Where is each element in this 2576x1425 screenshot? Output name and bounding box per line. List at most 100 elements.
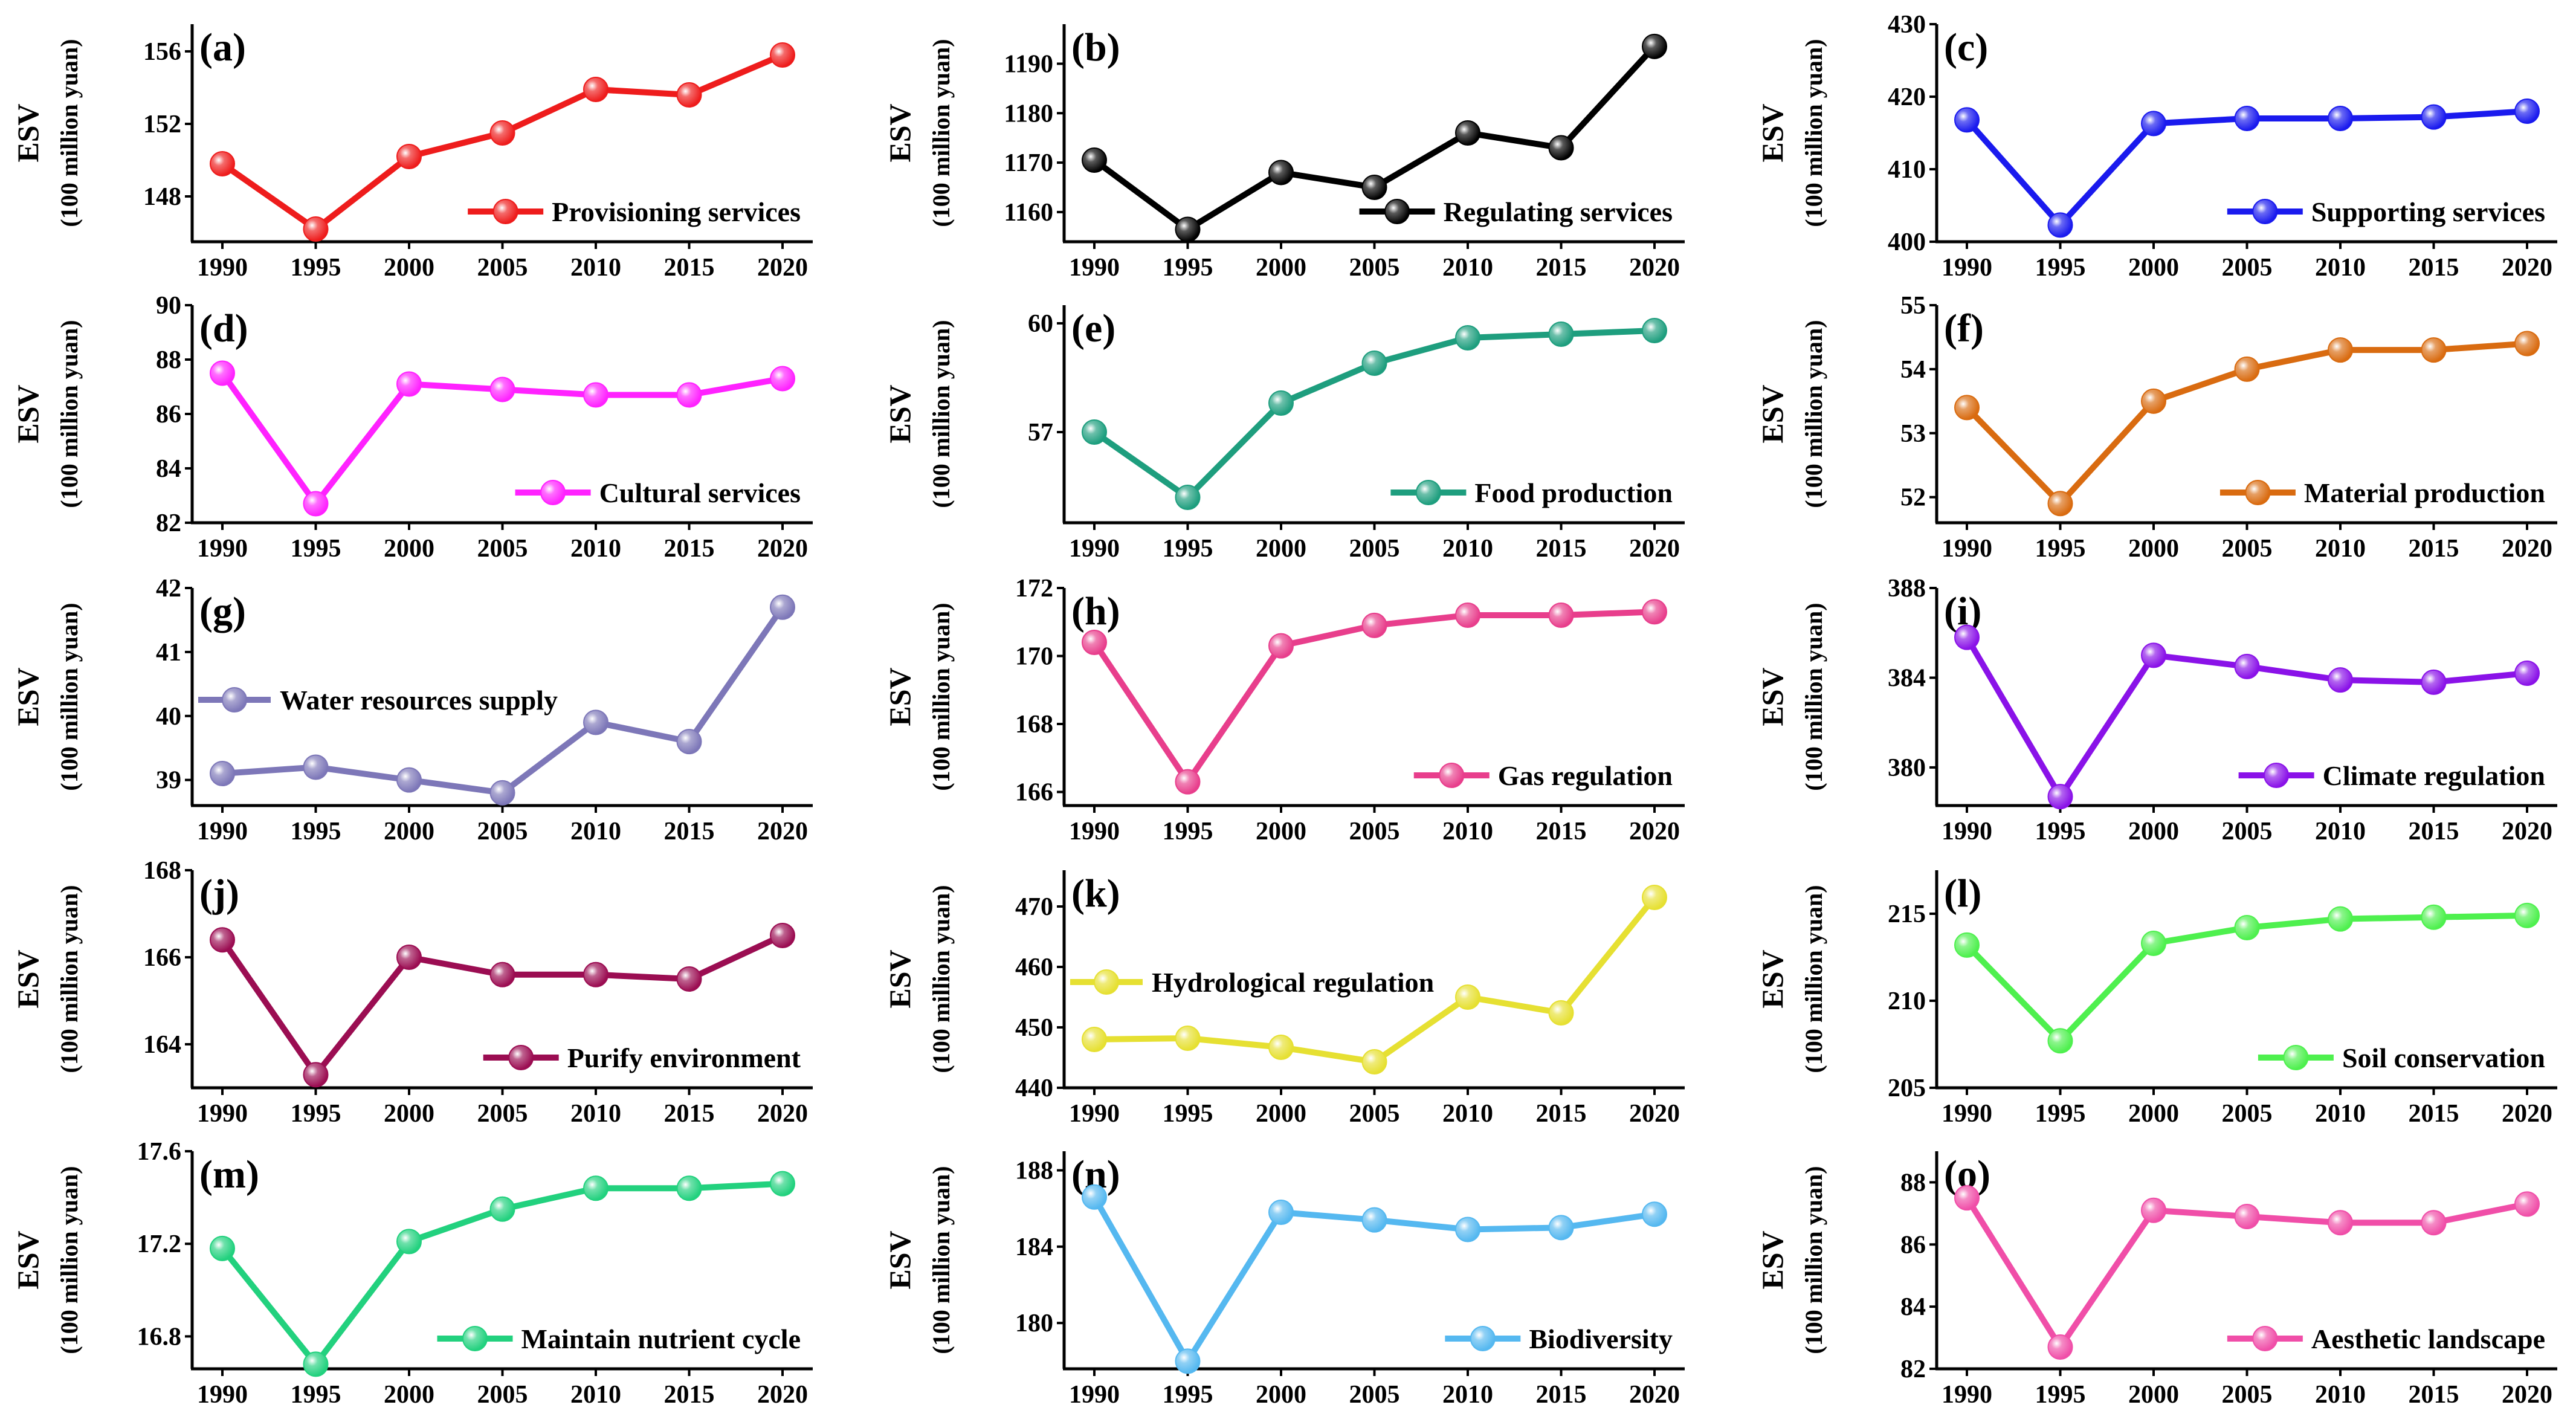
x-tick-label: 2005 (2222, 254, 2273, 282)
legend-marker (2252, 199, 2278, 224)
data-point (676, 1175, 702, 1201)
legend-label: Maintain nutrient cycle (521, 1323, 801, 1354)
legend-marker (1094, 969, 1119, 995)
y-axis-title: ESV (11, 1230, 45, 1289)
data-point (2514, 661, 2540, 687)
y-tick-label: 1180 (1004, 100, 1053, 128)
x-tick-label: 1990 (1942, 254, 1992, 282)
data-point (583, 77, 608, 102)
x-tick-label: 2010 (570, 254, 621, 282)
data-point (396, 144, 422, 169)
x-tick-label: 2010 (1442, 1381, 1493, 1409)
x-tick-label: 2005 (2222, 1381, 2273, 1409)
data-point (1642, 1201, 1667, 1227)
x-tick-label: 1990 (1942, 1381, 1992, 1409)
x-tick-label: 2005 (1349, 535, 1400, 563)
panel-letter: (l) (1944, 871, 1981, 916)
data-point (676, 82, 702, 108)
x-tick-label: 1990 (1069, 254, 1120, 282)
y-tick-label: 156 (143, 38, 181, 66)
x-tick-label: 2010 (570, 1381, 621, 1409)
data-point (1082, 630, 1107, 655)
panel-i: 380 384 388 1990 1995 2000 2005 2010 2015 2020 ESV… (1755, 575, 2557, 845)
x-tick-label: 2005 (1349, 254, 1400, 282)
y-tick-label: 52 (1900, 484, 1926, 512)
data-point (2047, 1028, 2073, 1054)
x-tick-label: 2000 (2128, 254, 2179, 282)
y-tick-label: 166 (1015, 779, 1053, 807)
panel-h: 166 168 170 172 1990 1995 2000 2005 2010 2015 2020… (883, 575, 1685, 845)
x-tick-label: 2005 (2222, 818, 2273, 845)
legend-marker (222, 687, 247, 712)
data-point (770, 923, 795, 948)
y-axis-unit: (100 million yuan) (1800, 885, 1827, 1073)
legend-marker (1415, 480, 1441, 505)
data-point (2514, 1191, 2540, 1217)
panel-letter: (j) (199, 871, 239, 916)
data-point (210, 360, 235, 386)
legend-label: Hydrological regulation (1152, 967, 1434, 998)
y-axis-title: ESV (883, 384, 917, 443)
data-point (2141, 111, 2166, 137)
y-tick-label: 41 (156, 639, 181, 667)
data-point (1954, 1185, 1980, 1211)
data-point (2047, 784, 2073, 810)
x-tick-label: 1995 (291, 1381, 341, 1409)
x-tick-label: 2020 (757, 535, 808, 563)
y-axis-title: ESV (883, 667, 917, 726)
y-tick-label: 88 (156, 346, 181, 374)
y-tick-label: 384 (1888, 664, 1926, 692)
x-tick-label: 2015 (2409, 1381, 2459, 1409)
data-point (1455, 603, 1480, 628)
x-tick-label: 1995 (1163, 254, 1213, 282)
y-tick-label: 42 (156, 575, 181, 603)
data-point (489, 1196, 515, 1222)
y-tick-label: 53 (1900, 420, 1926, 448)
data-point (1082, 1027, 1107, 1052)
legend-marker (2245, 480, 2271, 505)
data-point (1642, 33, 1667, 59)
data-point (210, 1235, 235, 1261)
y-axis-unit: (100 million yuan) (928, 39, 955, 227)
data-point (2421, 669, 2447, 695)
x-tick-label: 2010 (2315, 1381, 2366, 1409)
data-point (1175, 1348, 1201, 1374)
data-point (1361, 1207, 1387, 1233)
legend: Purify environment (483, 1042, 801, 1073)
data-point (1361, 612, 1387, 638)
y-tick-label: 54 (1900, 356, 1926, 384)
data-point (2234, 356, 2260, 382)
legend: Biodiversity (1445, 1323, 1673, 1354)
x-tick-label: 2000 (1256, 254, 1306, 282)
x-tick-label: 2015 (1536, 1100, 1587, 1128)
legend: Aesthetic landscape (2227, 1323, 2545, 1354)
data-point (396, 945, 422, 970)
data-point (489, 120, 515, 146)
x-tick-label: 2005 (477, 1381, 528, 1409)
x-tick-label: 1990 (1069, 1100, 1120, 1128)
legend-label: Biodiversity (1529, 1323, 1673, 1354)
y-axis-title: ESV (1755, 949, 1789, 1008)
x-tick-label: 1995 (1163, 1100, 1213, 1128)
data-point (1455, 325, 1480, 351)
y-axis-title: ESV (11, 667, 45, 726)
y-tick-label: 16.8 (137, 1323, 182, 1351)
data-point (676, 966, 702, 992)
data-point (2141, 642, 2166, 668)
panel-d: 82 84 86 88 90 1990 1995 2000 2005 2010 2015 2020 ES… (11, 292, 813, 563)
x-tick-label: 1995 (1163, 535, 1213, 563)
x-tick-label: 2020 (1629, 535, 1680, 563)
x-tick-label: 1995 (2035, 1100, 2086, 1128)
y-axis-title: ESV (11, 384, 45, 443)
x-tick-label: 2005 (1349, 1381, 1400, 1409)
panel-letter: (b) (1071, 25, 1120, 69)
legend: Water resources supply (198, 685, 558, 716)
x-tick-label: 2005 (2222, 535, 2273, 563)
x-tick-label: 2015 (2409, 535, 2459, 563)
y-axis-title: ESV (883, 1230, 917, 1289)
x-tick-label: 2000 (1256, 1381, 1306, 1409)
y-tick-label: 17.2 (137, 1230, 182, 1258)
legend-label: Cultural services (599, 477, 801, 508)
data-point (2514, 331, 2540, 357)
